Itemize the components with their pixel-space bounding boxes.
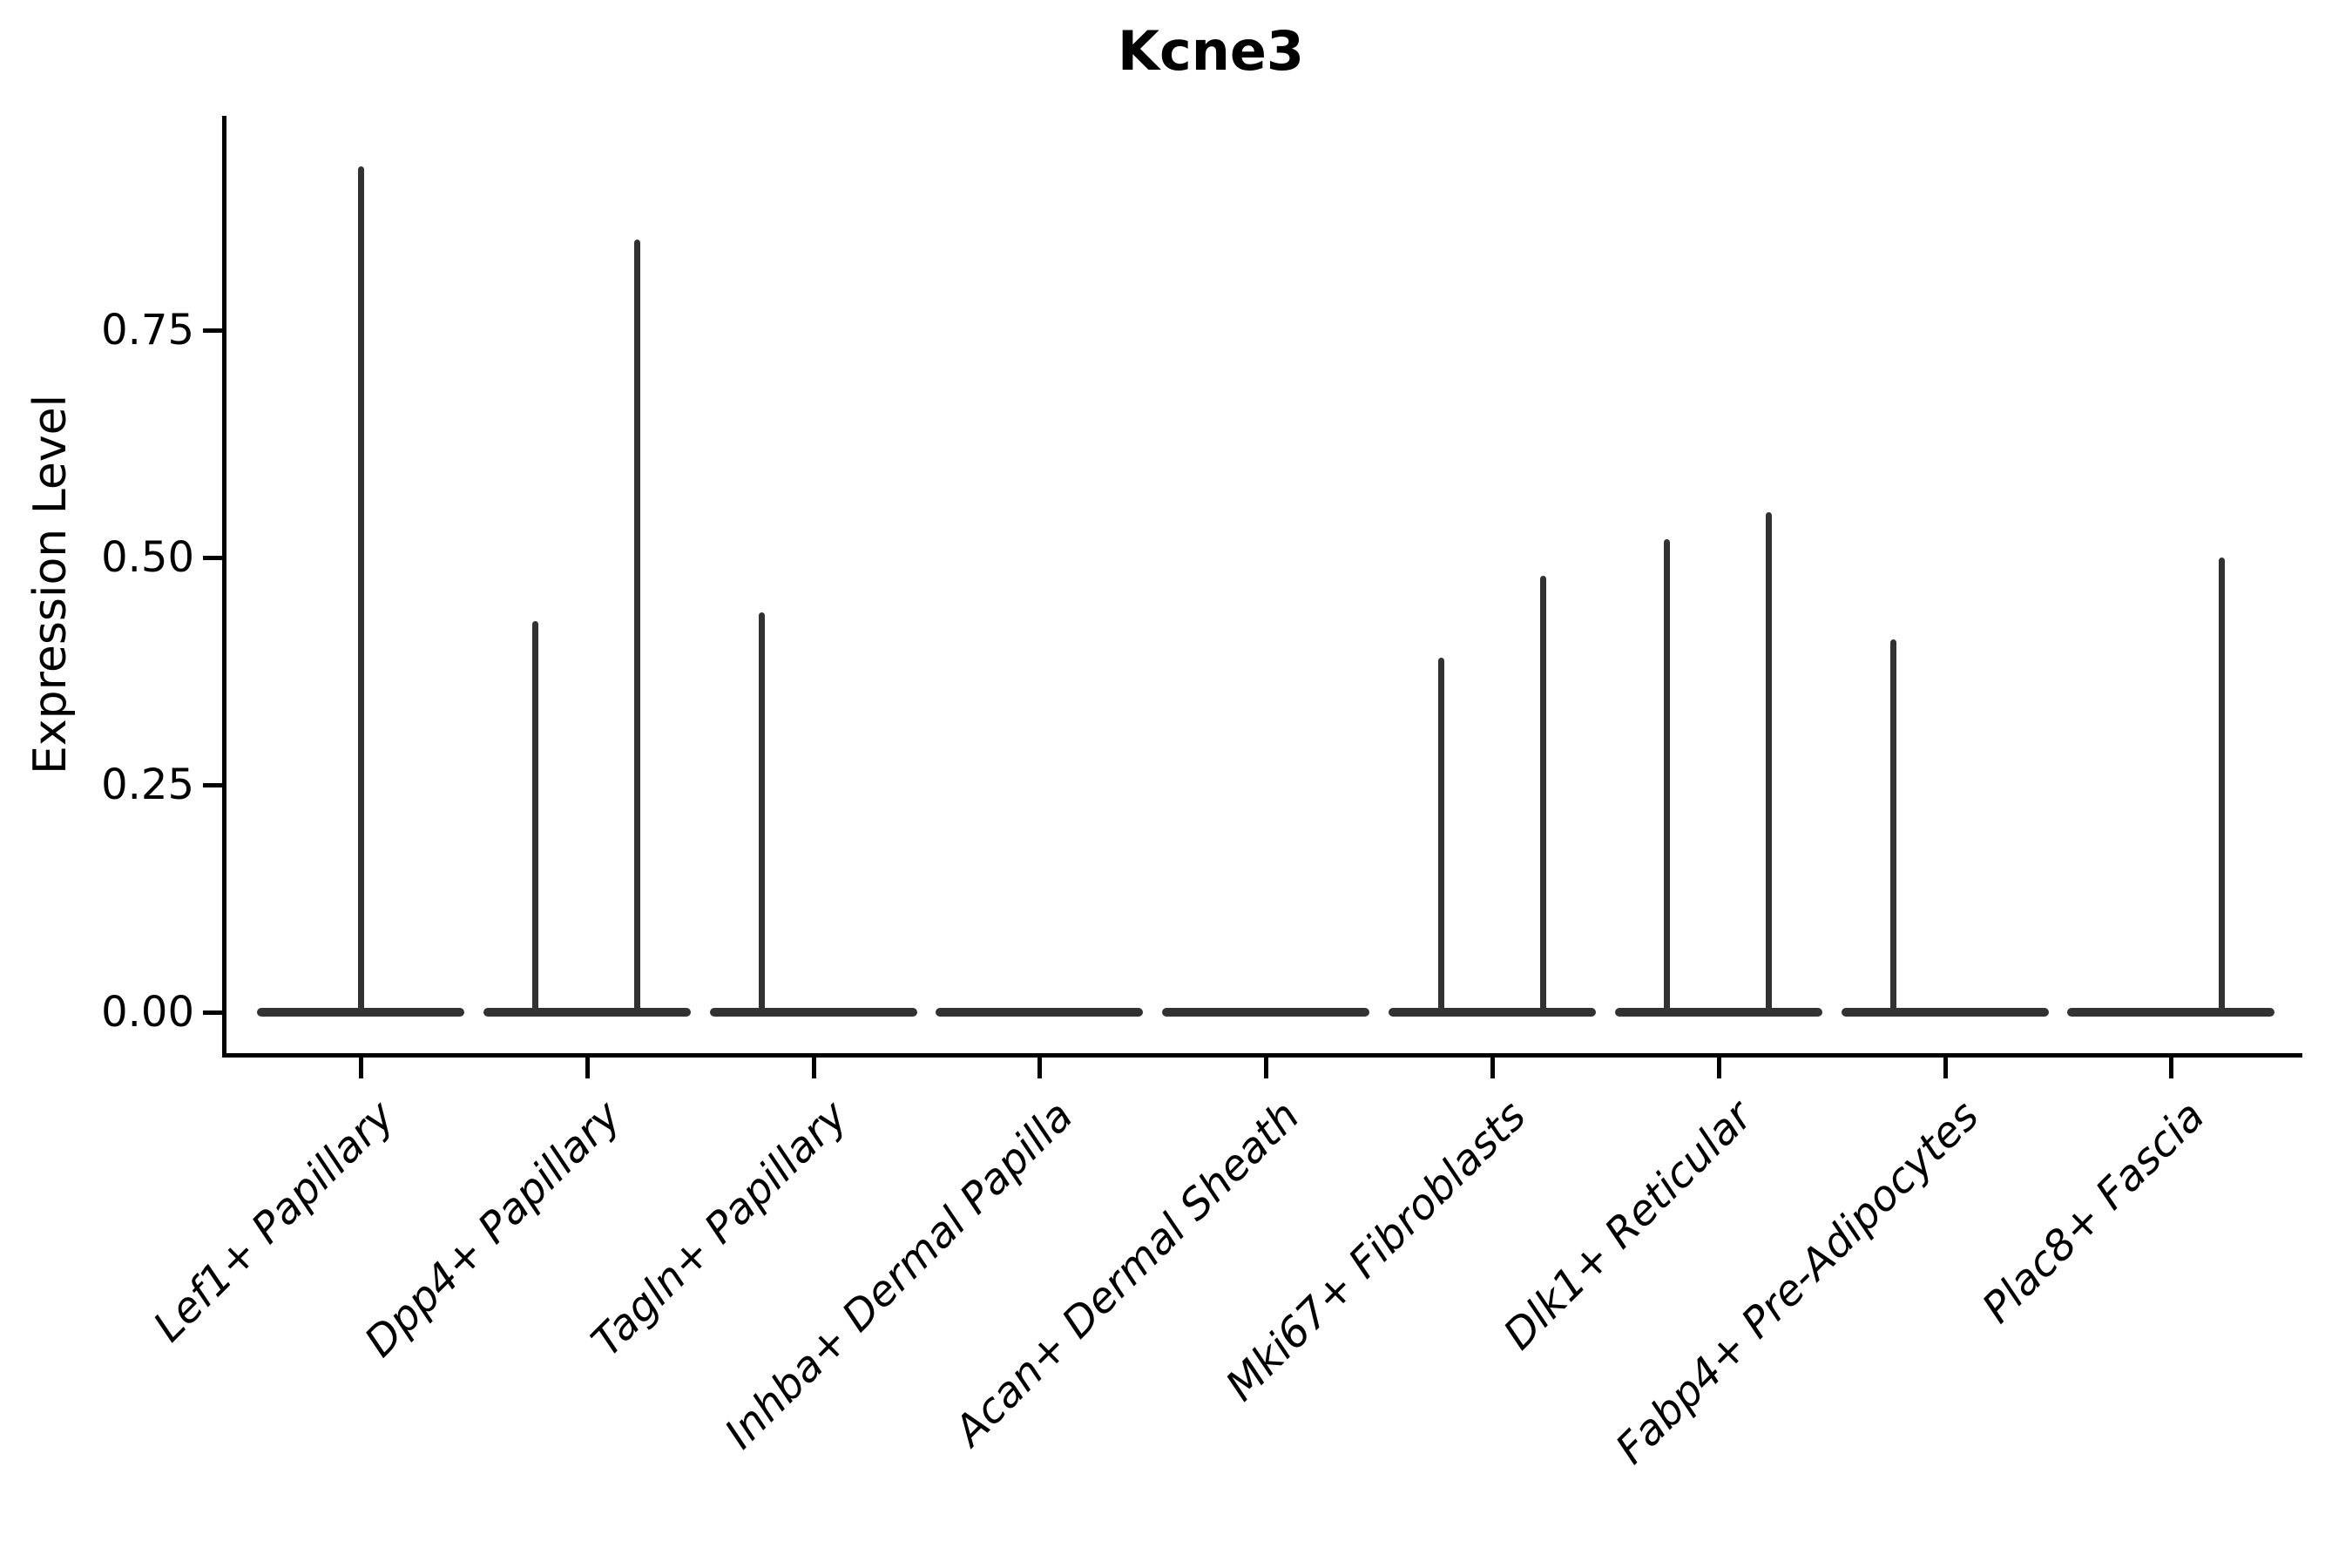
y-tick-label: 0.25	[101, 760, 194, 809]
x-tick-label: Lef1+ Papillary	[144, 1092, 404, 1352]
x-tick-label: Fabp4+ Pre-Adipocytes	[1605, 1092, 1989, 1474]
violin-spike	[1437, 657, 1444, 1017]
x-axis-tick	[811, 1058, 816, 1078]
violin-baseline	[1614, 1008, 1822, 1017]
x-axis-tick	[1716, 1058, 1721, 1078]
violin-spike	[1664, 539, 1671, 1017]
x-axis-tick	[585, 1058, 590, 1078]
x-axis-spine	[222, 1053, 2302, 1058]
violin-spike	[532, 621, 539, 1017]
y-tick-label: 0.00	[101, 988, 194, 1037]
y-axis-tick	[203, 1010, 224, 1015]
y-axis-spine	[222, 116, 226, 1058]
violin-baseline	[709, 1008, 917, 1017]
x-axis-tick	[1264, 1058, 1269, 1078]
x-axis-tick	[1037, 1058, 1043, 1078]
violin-spike	[2218, 558, 2225, 1017]
violin-baseline	[483, 1008, 691, 1017]
x-tick-label: Dlk1+ Reticular	[1494, 1092, 1762, 1360]
violin-baseline	[2067, 1008, 2275, 1017]
violin-baseline	[936, 1008, 1144, 1017]
y-axis-tick	[203, 328, 224, 333]
violin-baseline	[1162, 1008, 1370, 1017]
violin-spike	[634, 239, 641, 1017]
y-tick-label: 0.75	[101, 306, 194, 355]
x-axis-tick	[2169, 1058, 2174, 1078]
x-axis-tick	[1943, 1058, 1948, 1078]
x-axis-tick	[359, 1058, 363, 1078]
x-axis-tick	[1490, 1058, 1495, 1078]
violin-spike	[759, 612, 766, 1017]
y-axis-tick	[203, 556, 224, 560]
violin-baseline	[1389, 1008, 1596, 1017]
violin-baseline	[1841, 1008, 2049, 1017]
violin-spike	[1890, 639, 1897, 1017]
chart-title: Kcne3	[1117, 19, 1305, 83]
violin-spike	[357, 166, 364, 1017]
y-axis-label: Expression Level	[24, 394, 77, 775]
x-tick-label: Plac8+ Fascia	[1973, 1092, 2214, 1333]
y-tick-label: 0.50	[101, 533, 194, 582]
violin-spike	[1539, 575, 1546, 1017]
violin-spike	[1766, 511, 1773, 1017]
y-axis-tick	[203, 783, 224, 787]
